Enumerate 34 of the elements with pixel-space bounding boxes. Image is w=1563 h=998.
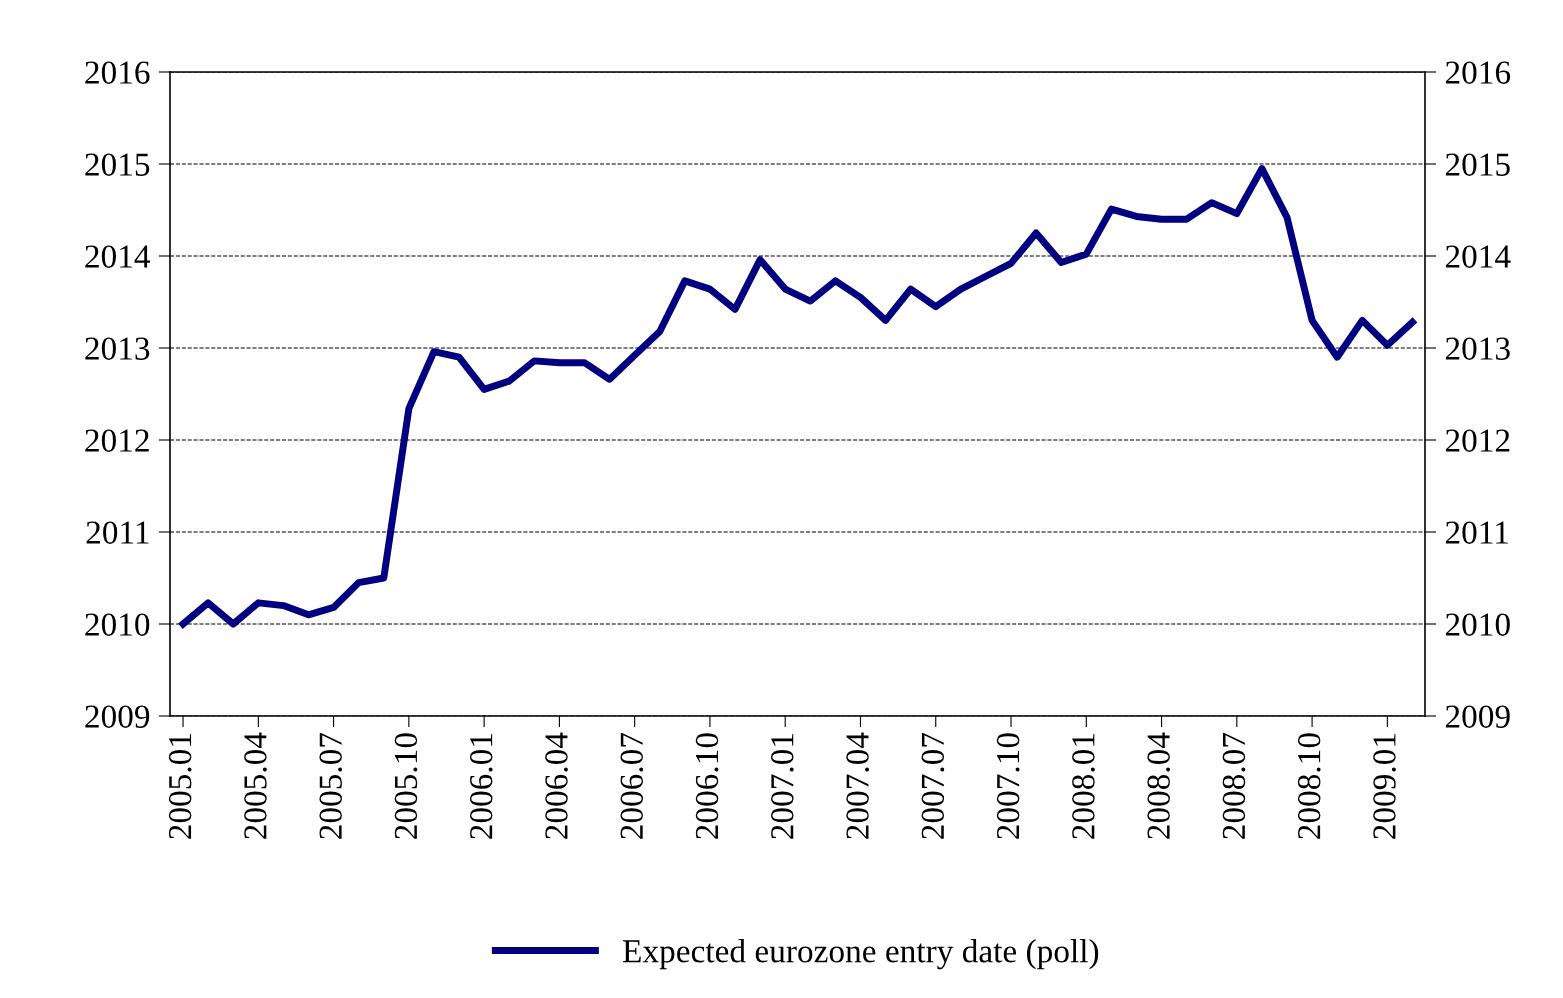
- y-tick-label: 2013: [85, 337, 150, 360]
- y2-tick-label: 2015: [1445, 153, 1510, 176]
- x-tick-label: 2008.10: [1297, 733, 1321, 839]
- y-tick-label: 2010: [85, 613, 150, 636]
- y2-tick-label: 2013: [1445, 337, 1510, 360]
- y2-tick-label: 2009: [1445, 705, 1510, 728]
- y2-tick-label: 2011: [1445, 521, 1508, 544]
- y-tick-label: 2009: [85, 705, 150, 728]
- y2-tick-label: 2016: [1445, 61, 1511, 84]
- x-tick-label: 2005.07: [319, 732, 343, 839]
- y-tick-label: 2015: [85, 153, 150, 176]
- y2-tick-label: 2012: [1445, 429, 1510, 452]
- x-tick-label: 2007.10: [996, 733, 1020, 839]
- x-tick-label: 2008.04: [1147, 732, 1171, 839]
- x-tick-label: 2009.01: [1373, 733, 1396, 839]
- x-tick-label: 2005.04: [244, 732, 267, 839]
- x-tick-label: 2006.07: [620, 732, 644, 839]
- x-tick-label: 2005.10: [394, 733, 418, 839]
- y2-tick-label: 2014: [1445, 245, 1511, 268]
- y2-tick-label: 2010: [1445, 613, 1510, 636]
- y-tick-label: 2011: [86, 521, 149, 544]
- y-tick-label: 2014: [85, 245, 151, 268]
- legend-label: Expected eurozone entry date (poll): [623, 939, 1099, 970]
- y-tick-label: 2012: [85, 429, 149, 452]
- x-tick-label: 2008.07: [1222, 732, 1246, 839]
- x-tick-label: 2007.04: [846, 732, 869, 839]
- x-tick-label: 2006.04: [545, 732, 568, 839]
- y-tick-label: 2016: [85, 61, 150, 84]
- x-tick-label: 2007.07: [921, 732, 945, 839]
- x-tick-label: 2007.01: [771, 733, 794, 839]
- x-tick-label: 2008.01: [1072, 733, 1095, 839]
- x-tick-label: 2006.01: [469, 733, 493, 839]
- x-tick-label: 2005.01: [168, 733, 192, 839]
- x-tick-label: 2006.10: [695, 733, 719, 839]
